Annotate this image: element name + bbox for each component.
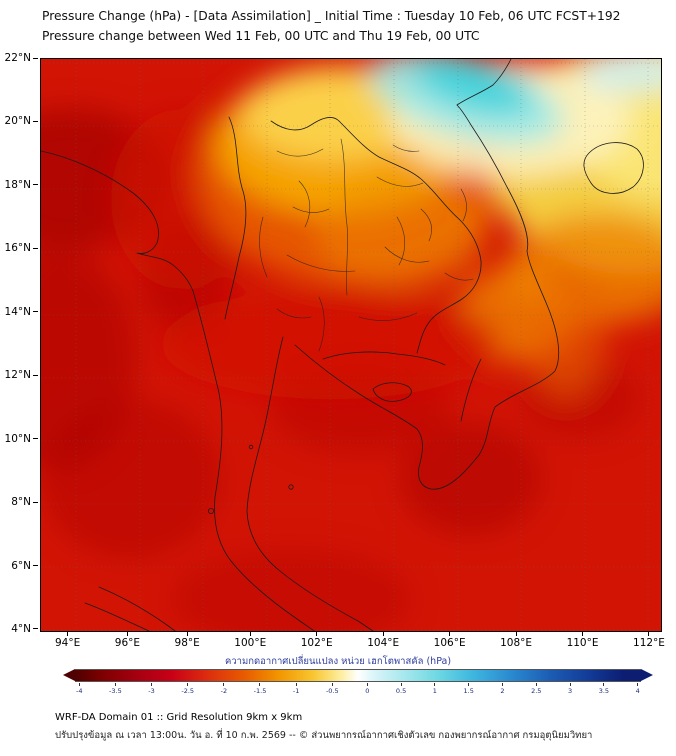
colorbar-tick-label: -0.5 xyxy=(326,683,339,695)
lon-axis: 94°E 96°E 98°E 100°E 102°E 104°E 106°E 108°E 110… xyxy=(55,632,665,649)
lat-tick-label: 4°N xyxy=(11,623,38,635)
colorbar-right-arrow xyxy=(641,669,653,681)
colorbar-tick-label: -2.5 xyxy=(181,683,194,695)
graticule xyxy=(41,59,661,631)
lon-tick-label: 108°E xyxy=(500,632,532,649)
colorbar-tick-label: -1 xyxy=(293,683,299,695)
lat-tick-label: 14°N xyxy=(5,306,38,318)
colorbar-label: ความกดอากาศเปลี่ยนแปลง หน่วย เฮกโตพาสคัล… xyxy=(224,656,452,667)
lon-tick-label: 100°E xyxy=(234,632,266,649)
colorbar-tick-label: -1.5 xyxy=(254,683,267,695)
lon-tick-label: 98°E xyxy=(175,632,200,649)
footer-domain-info: WRF-DA Domain 01 :: Grid Resolution 9km … xyxy=(55,712,303,723)
lon-tick-label: 112°E xyxy=(633,632,665,649)
colorbar xyxy=(63,669,653,682)
lat-axis: 22°N 20°N 18°N 16°N 14°N 12°N 10°N 8°N 6°N 4°N xyxy=(0,52,38,635)
lat-tick-label: 8°N xyxy=(11,496,38,508)
colorbar-tick-label: -2 xyxy=(221,683,227,695)
lat-tick-label: 10°N xyxy=(5,433,38,445)
lon-tick-label: 94°E xyxy=(55,632,80,649)
lon-tick-label: 104°E xyxy=(367,632,399,649)
province-boundaries xyxy=(259,138,474,352)
colorbar-gradient xyxy=(75,669,641,682)
colorbar-tick-label: 2.5 xyxy=(531,683,541,695)
colorbar-tick-label: 4 xyxy=(636,683,640,695)
colorbar-tick-label: 3 xyxy=(568,683,572,695)
colorbar-tick-label: -3.5 xyxy=(109,683,122,695)
colorbar-tick-label: 1.5 xyxy=(464,683,474,695)
lon-tick-label: 102°E xyxy=(301,632,333,649)
lat-tick-label: 12°N xyxy=(5,369,38,381)
lat-tick-label: 18°N xyxy=(5,179,38,191)
footer-update-info: ปรับปรุงข้อมูล ณ เวลา 13:00น. วัน อ. ที่… xyxy=(55,730,593,741)
lat-tick-label: 22°N xyxy=(5,52,38,64)
colorbar-tick-label: -4 xyxy=(76,683,82,695)
colorbar-tick-label: 0 xyxy=(365,683,369,695)
colorbar-tick-label: 1 xyxy=(433,683,437,695)
colorbar-tick-label: -3 xyxy=(148,683,154,695)
coastlines-borders xyxy=(41,59,644,631)
lon-tick-label: 106°E xyxy=(434,632,466,649)
colorbar-tick-label: 0.5 xyxy=(396,683,406,695)
colorbar-ticks: -4 -3.5 -3 -2.5 -2 -1.5 -1 -0.5 0 0.5 1 1.5 2 2.5 3 3.5… xyxy=(76,683,640,695)
map-plot xyxy=(40,58,662,632)
colorbar-tick-label: 3.5 xyxy=(599,683,609,695)
page-title: Pressure Change (hPa) - [Data Assimilati… xyxy=(42,9,621,23)
page-subtitle: Pressure change between Wed 11 Feb, 00 U… xyxy=(42,29,480,43)
colorbar-left-arrow xyxy=(63,669,75,681)
pressure-change-map xyxy=(41,59,661,631)
lon-tick-label: 96°E xyxy=(115,632,140,649)
lat-tick-label: 6°N xyxy=(11,560,38,572)
colorbar-tick-label: 2 xyxy=(500,683,504,695)
pressure-field-blobs xyxy=(41,59,661,631)
lon-tick-label: 110°E xyxy=(567,632,599,649)
lat-tick-label: 16°N xyxy=(5,242,38,254)
lat-tick-label: 20°N xyxy=(5,115,38,127)
